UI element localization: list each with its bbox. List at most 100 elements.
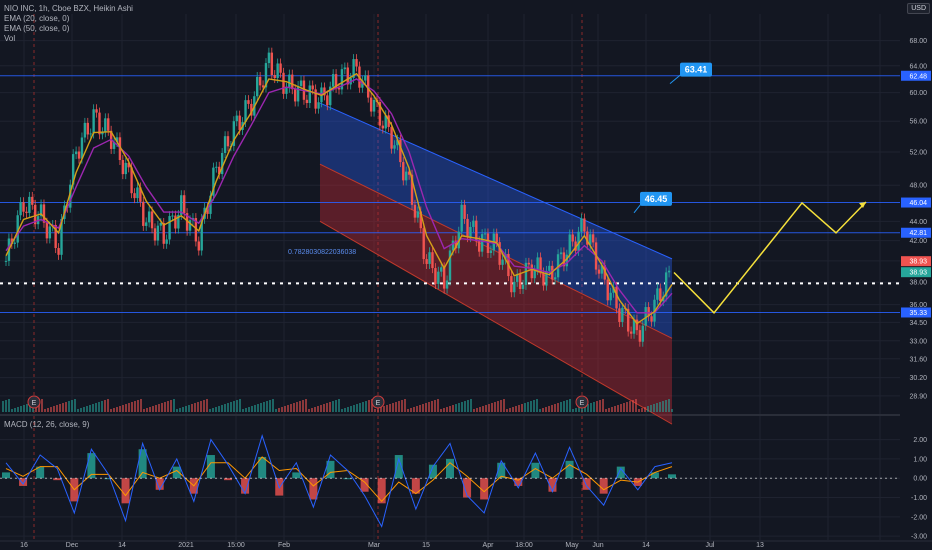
candle-body [226,136,230,147]
volume-bar [47,408,49,412]
volume-bar [479,407,481,412]
earnings-marker-label-2: E [580,400,585,407]
candle-body [168,216,171,240]
ema20-legend[interactable]: EMA (20, close, 0) [4,14,70,23]
macd-tick-3: -1.00 [911,495,927,502]
volume-bar [131,402,133,412]
volume-bar [635,399,637,412]
candle-body [556,254,560,278]
volume-bar [422,404,424,412]
candle-body [31,196,34,205]
macd-legend[interactable]: MACD (12, 26, close, 9) [4,420,90,429]
candle-body [101,132,104,135]
candle-body [95,109,98,113]
volume-bar [176,409,178,412]
volume-bar [605,409,607,412]
macd-tick-2: 0.00 [913,476,927,483]
volume-bar [128,403,130,412]
volume-bar [602,399,604,412]
volume-legend[interactable]: Vol [4,34,16,43]
price-tags: 62.48 46.04 42.81 35.33 38.93 38.93 [901,70,931,318]
volume-bar [353,405,355,412]
candle-body [583,218,586,232]
candle-body [92,109,95,134]
candle-body [355,59,358,67]
candle-body [282,72,285,94]
volume-bar [287,405,289,412]
volume-bar [146,408,148,412]
volume-bar [473,409,475,412]
volume-bar [71,400,73,412]
candle-body [212,167,215,196]
volume-bar [134,401,136,412]
volume-bar [629,401,631,412]
level-tag-2-label: 42.81 [909,230,927,237]
candle-body [664,272,668,297]
volume-bar [2,401,4,412]
candle-body [562,252,566,267]
candle-body [524,262,528,285]
projection-path [673,201,867,314]
time-tick-2: 14 [118,542,126,549]
volume-bar [656,403,658,412]
earnings-marker-label-1: E [376,400,381,407]
candle-body [498,242,501,265]
volume-bar [299,401,301,412]
price-tag-down-box [901,256,931,267]
candle-body [565,254,569,267]
volume-bar [590,403,592,412]
volume-bar [521,404,523,412]
macd-tick-5: -3.00 [911,534,927,541]
macd-histogram-bar [241,478,250,494]
volume-bar [551,405,553,412]
volume-bar [122,405,124,412]
volume-bar [368,400,370,412]
level-tag-3-box [901,307,931,318]
volume-bar [236,400,238,412]
volume-bar [200,401,202,412]
volume-bar [524,403,526,412]
currency-button[interactable]: USD [907,3,930,14]
volume-bar [20,406,22,412]
volume-bar [377,408,379,412]
candle-body [60,218,63,255]
volume-bar [119,406,121,412]
volume-bar [281,407,283,412]
volume-bar [458,403,460,412]
candle-body [495,233,498,243]
ema50-legend[interactable]: EMA (50, close, 0) [4,24,70,33]
candle-body [591,234,595,243]
volume-bar [326,403,328,412]
volume-bar [632,400,634,412]
volume-bar [170,400,172,412]
candle-body [45,222,49,239]
volume-bar [371,399,373,412]
volume-bar [428,402,430,412]
level-tag-2-box [901,227,931,238]
time-tick-7: 15 [422,542,430,549]
volume-bar [239,399,241,412]
volume-bar [143,409,145,412]
volume-bar [113,408,115,412]
volume-bar [269,400,271,412]
candle-body [568,234,571,255]
time-tick-6: Mar [368,542,381,549]
macd-histogram-bar [326,460,335,479]
volume-bar [434,400,436,412]
volume-bar [65,402,67,412]
candle-body [194,218,198,242]
volume-bar [512,407,514,412]
level-tag-1-label: 46.04 [909,200,927,207]
channel-lower-fill [320,164,672,425]
symbol-title[interactable]: NIO INC, 1h, Cboe BZX, Heikin Ashi [4,4,133,13]
price-tag-up-box [901,267,931,278]
channel-middle-line [319,163,673,339]
volume-bar [227,403,229,412]
price-tick-7: 42.00 [909,238,927,245]
volume-bar [407,409,409,412]
volume-bar [494,402,496,412]
time-tick-8: Apr [483,542,495,549]
macd-histogram-bar [599,478,608,494]
projection-zigzag [673,201,867,314]
